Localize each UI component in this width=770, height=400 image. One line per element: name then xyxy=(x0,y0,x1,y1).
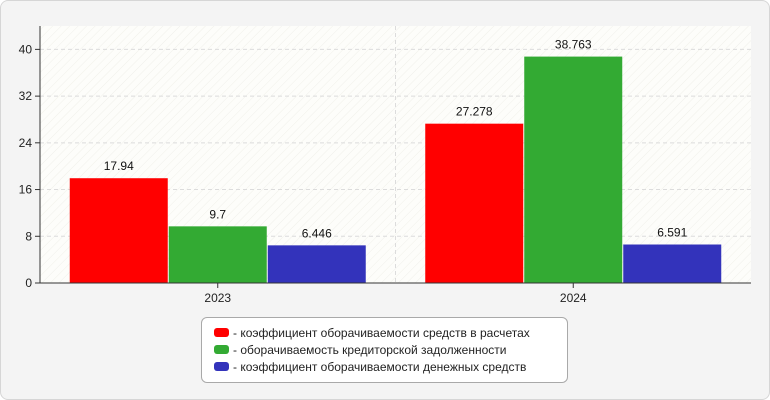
legend-swatch-red xyxy=(214,328,229,337)
y-tick-label: 8 xyxy=(25,229,32,243)
bar-value-label: 6.591 xyxy=(657,226,687,240)
legend-item-payables-turnover: - оборачиваемость кредиторской задолженн… xyxy=(214,341,557,358)
legend-item-receivables-turnover: - коэффициент оборачиваемости средств в … xyxy=(214,324,557,341)
legend-item-cash-turnover: - коэффициент оборачиваемости денежных с… xyxy=(214,358,557,375)
bar-value-label: 6.446 xyxy=(302,226,332,240)
y-tick-label: 32 xyxy=(19,89,33,103)
bar xyxy=(267,245,366,283)
bar xyxy=(69,178,168,283)
legend-label: - коэффициент оборачиваемости денежных с… xyxy=(233,359,527,374)
chart-legend: - коэффициент оборачиваемости средств в … xyxy=(201,317,568,383)
legend-label: - оборачиваемость кредиторской задолженн… xyxy=(233,342,507,357)
legend-swatch-blue xyxy=(214,362,229,371)
bar xyxy=(425,123,524,283)
legend-label: - коэффициент оборачиваемости средств в … xyxy=(233,325,530,340)
y-tick-label: 40 xyxy=(19,42,33,56)
y-tick-label: 0 xyxy=(25,276,32,290)
bar xyxy=(524,56,623,284)
x-tick-label: 2024 xyxy=(560,291,587,305)
bar-value-label: 38.763 xyxy=(555,38,592,52)
legend-swatch-green xyxy=(214,345,229,354)
x-tick-label: 2023 xyxy=(204,291,231,305)
bar xyxy=(623,244,722,283)
bar-value-label: 17.94 xyxy=(104,159,134,173)
bar-value-label: 9.7 xyxy=(209,207,226,221)
y-tick-label: 16 xyxy=(19,183,33,197)
y-tick-label: 24 xyxy=(19,136,33,150)
bar-value-label: 27.278 xyxy=(456,105,493,119)
bar xyxy=(168,226,267,283)
